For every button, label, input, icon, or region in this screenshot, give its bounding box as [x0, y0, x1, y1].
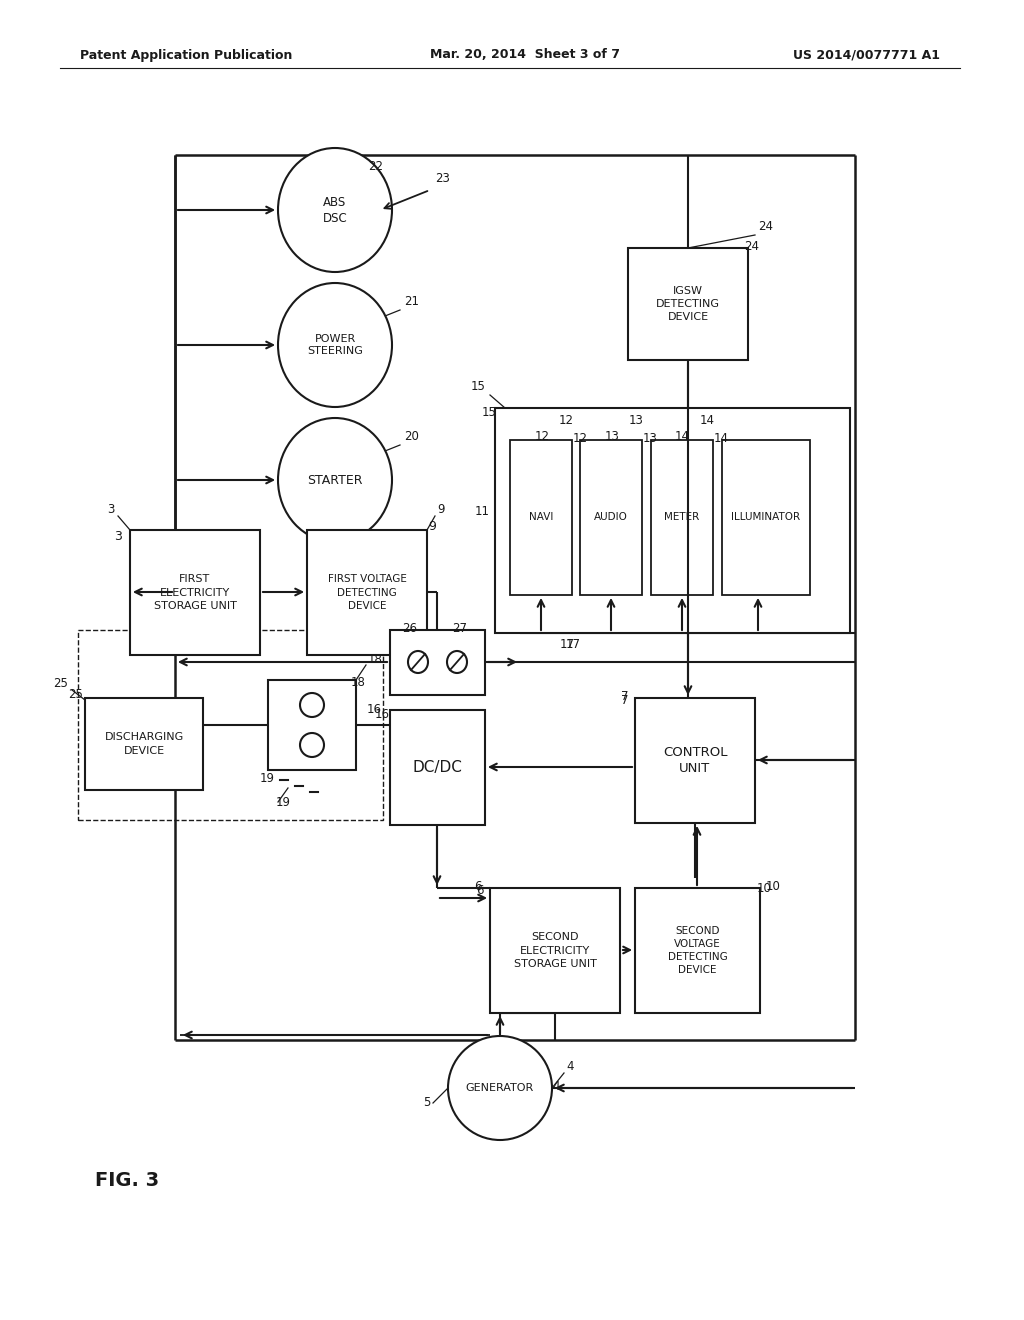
Text: Mar. 20, 2014  Sheet 3 of 7: Mar. 20, 2014 Sheet 3 of 7	[430, 49, 620, 62]
Ellipse shape	[449, 1036, 552, 1140]
Text: 15: 15	[481, 405, 497, 418]
Text: 26: 26	[402, 622, 418, 635]
Bar	[635, 888, 760, 1012]
Text: 16: 16	[375, 708, 389, 721]
Text: 10: 10	[766, 880, 781, 894]
Bar	[390, 630, 485, 696]
Text: 23: 23	[435, 172, 450, 185]
Text: 24: 24	[758, 220, 773, 234]
Ellipse shape	[278, 282, 392, 407]
Bar	[580, 440, 642, 595]
Text: CONTROL
UNIT: CONTROL UNIT	[663, 746, 727, 776]
Text: 12: 12	[572, 432, 588, 445]
Text: 15: 15	[471, 380, 486, 393]
Text: 14: 14	[714, 432, 728, 445]
Text: 11: 11	[475, 506, 490, 517]
Bar	[390, 710, 485, 825]
Text: 25: 25	[69, 689, 83, 701]
Bar	[651, 440, 713, 595]
Text: 22: 22	[368, 160, 383, 173]
Text: 13: 13	[643, 432, 657, 445]
Ellipse shape	[278, 418, 392, 543]
Text: 4: 4	[552, 1081, 560, 1093]
Text: 6: 6	[476, 883, 483, 896]
Text: 19: 19	[276, 796, 291, 809]
Text: STARTER: STARTER	[307, 474, 362, 487]
Bar	[490, 888, 620, 1012]
Bar	[130, 531, 260, 655]
Bar	[268, 680, 356, 770]
Text: 5: 5	[423, 1096, 430, 1109]
Text: 12: 12	[535, 430, 550, 444]
Text: 17: 17	[560, 638, 575, 651]
Ellipse shape	[300, 733, 324, 756]
Bar	[722, 440, 810, 595]
Text: ILLUMINATOR: ILLUMINATOR	[731, 512, 801, 523]
Text: AUDIO: AUDIO	[594, 512, 628, 523]
Text: 20: 20	[404, 430, 419, 444]
Text: 9: 9	[437, 503, 444, 516]
Text: 19: 19	[259, 771, 274, 784]
Bar	[78, 630, 383, 820]
Text: 10: 10	[757, 882, 771, 895]
Text: 13: 13	[629, 414, 644, 426]
Bar	[628, 248, 748, 360]
Text: FIRST
ELECTRICITY
STORAGE UNIT: FIRST ELECTRICITY STORAGE UNIT	[154, 574, 237, 611]
Text: ABS
DSC: ABS DSC	[323, 195, 347, 224]
Text: 14: 14	[700, 414, 715, 426]
Text: POWER
STEERING: POWER STEERING	[307, 334, 362, 356]
Bar	[495, 408, 850, 634]
Text: 24: 24	[744, 239, 760, 252]
Text: 17: 17	[565, 639, 581, 652]
Text: Patent Application Publication: Patent Application Publication	[80, 49, 293, 62]
Text: 6: 6	[474, 880, 482, 894]
Text: 12: 12	[559, 414, 574, 426]
Text: 3: 3	[114, 529, 122, 543]
Bar	[510, 440, 572, 595]
Text: DISCHARGING
DEVICE: DISCHARGING DEVICE	[104, 733, 183, 755]
Text: 25: 25	[53, 677, 68, 690]
Text: METER: METER	[665, 512, 699, 523]
Text: 14: 14	[675, 430, 689, 444]
Text: 7: 7	[621, 690, 628, 704]
Text: 13: 13	[604, 430, 620, 444]
Text: 18: 18	[350, 676, 366, 689]
Text: 21: 21	[404, 294, 419, 308]
Text: DC/DC: DC/DC	[413, 760, 463, 775]
Text: 3: 3	[108, 503, 115, 516]
Bar	[635, 698, 755, 822]
Text: 16: 16	[367, 704, 382, 715]
Text: 9: 9	[428, 520, 436, 533]
Bar	[307, 531, 427, 655]
Text: GENERATOR: GENERATOR	[466, 1082, 535, 1093]
Text: 4: 4	[566, 1060, 573, 1073]
Text: 18: 18	[368, 653, 383, 667]
Text: FIRST VOLTAGE
DETECTING
DEVICE: FIRST VOLTAGE DETECTING DEVICE	[328, 574, 407, 611]
Text: 27: 27	[453, 622, 468, 635]
Text: SECOND
ELECTRICITY
STORAGE UNIT: SECOND ELECTRICITY STORAGE UNIT	[514, 932, 596, 969]
Ellipse shape	[300, 693, 324, 717]
Text: NAVI: NAVI	[528, 512, 553, 523]
Text: FIG. 3: FIG. 3	[95, 1171, 159, 1189]
Text: 7: 7	[622, 693, 629, 706]
Ellipse shape	[447, 651, 467, 673]
Text: US 2014/0077771 A1: US 2014/0077771 A1	[793, 49, 940, 62]
Bar	[85, 698, 203, 789]
Ellipse shape	[408, 651, 428, 673]
Ellipse shape	[278, 148, 392, 272]
Text: IGSW
DETECTING
DEVICE: IGSW DETECTING DEVICE	[656, 286, 720, 322]
Text: SECOND
VOLTAGE
DETECTING
DEVICE: SECOND VOLTAGE DETECTING DEVICE	[668, 925, 727, 975]
